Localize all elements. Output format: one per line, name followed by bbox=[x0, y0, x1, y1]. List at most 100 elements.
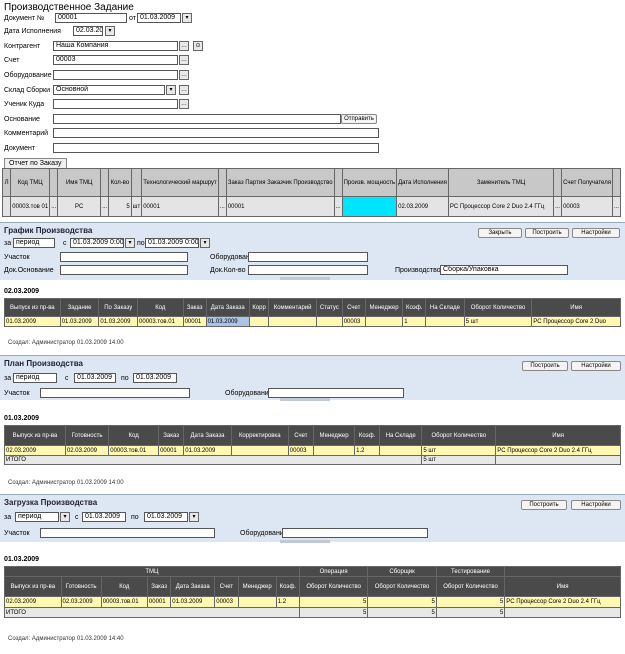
send-button[interactable]: Отправить bbox=[341, 114, 377, 124]
table-row[interactable]: 02.03.2009 02.03.2009 00003.тов.01 00001… bbox=[4, 596, 621, 608]
cell[interactable]: 1.2 bbox=[354, 445, 381, 456]
graph-period-select[interactable]: период bbox=[13, 238, 55, 248]
calendar-button[interactable]: ▾ bbox=[182, 13, 192, 23]
schedule-select-button[interactable]: … bbox=[179, 85, 189, 95]
cell[interactable]: 00003.тов.01 bbox=[108, 445, 160, 456]
cell-button[interactable]: ... bbox=[333, 196, 343, 217]
cell-button[interactable]: ... bbox=[553, 196, 563, 217]
schedule-dropdown-button[interactable]: ▾ bbox=[166, 85, 176, 95]
cell-button[interactable]: ... bbox=[611, 196, 622, 217]
ustanov-input[interactable] bbox=[53, 99, 178, 109]
cell[interactable]: 02.03.2009 bbox=[4, 445, 66, 456]
cell[interactable]: PC bbox=[57, 196, 102, 217]
cell[interactable]: 00003 bbox=[287, 445, 315, 456]
cell[interactable]: 00003 bbox=[214, 596, 239, 608]
plan-build-button[interactable]: Построить bbox=[522, 361, 568, 371]
document-input[interactable] bbox=[53, 143, 379, 153]
graph-f1-input[interactable] bbox=[60, 252, 188, 262]
account-select-button[interactable]: … bbox=[179, 55, 189, 65]
load-to-input[interactable]: 01.03.2009 bbox=[144, 512, 188, 522]
cell[interactable]: 02.03.2009 bbox=[396, 196, 449, 217]
table-row[interactable]: 02.03.2009 02.03.2009 00003.тов.01 00001… bbox=[4, 445, 621, 456]
graph-f2-input[interactable] bbox=[248, 252, 368, 262]
cell[interactable]: 00003.тов 01 bbox=[10, 196, 51, 217]
graph-to-input[interactable]: 01.03.2009 0:00 bbox=[145, 238, 199, 248]
cell[interactable] bbox=[237, 596, 277, 608]
cell-button[interactable]: ... bbox=[217, 196, 227, 217]
cell[interactable]: 00001 bbox=[158, 445, 185, 456]
load-to-calendar-icon[interactable]: ▾ bbox=[189, 512, 199, 522]
cell[interactable]: 01.03.2009 bbox=[4, 316, 61, 327]
load-period-dropdown-icon[interactable]: ▾ bbox=[60, 512, 70, 522]
plan-f1-input[interactable] bbox=[40, 388, 190, 398]
cell[interactable]: 01.03.2009 bbox=[170, 596, 216, 608]
graph-f3-input[interactable] bbox=[60, 265, 188, 275]
cell[interactable] bbox=[425, 316, 465, 327]
cell[interactable]: 5 bbox=[298, 596, 369, 608]
cell[interactable]: 5 bbox=[108, 196, 132, 217]
equipment-input[interactable] bbox=[53, 70, 178, 80]
cell[interactable]: 01.03.2009 bbox=[205, 316, 250, 327]
cell[interactable]: 02.03.2009 bbox=[60, 596, 102, 608]
load-build-button[interactable]: Построить bbox=[521, 500, 567, 510]
cell[interactable]: 00003 bbox=[561, 196, 613, 217]
basis-input[interactable] bbox=[53, 114, 341, 124]
cell[interactable]: PC Процессор Core 2 Duo bbox=[531, 316, 621, 327]
cell[interactable]: 1.2 bbox=[275, 596, 300, 608]
cell[interactable]: шт bbox=[130, 196, 143, 217]
cell[interactable] bbox=[268, 316, 317, 327]
cell[interactable]: 01.03.2009 bbox=[183, 445, 232, 456]
cell[interactable] bbox=[379, 445, 423, 456]
load-f1-input[interactable] bbox=[40, 528, 215, 538]
exec-calendar-button[interactable]: ▾ bbox=[105, 26, 115, 36]
cell[interactable] bbox=[364, 316, 404, 327]
cell[interactable] bbox=[230, 445, 289, 456]
cell[interactable]: 02.03.2009 bbox=[64, 445, 110, 456]
cell[interactable]: 00001 bbox=[141, 196, 219, 217]
contractor-open-icon[interactable]: ⊙ bbox=[193, 41, 203, 51]
cell[interactable]: 00001 bbox=[182, 316, 207, 327]
plan-to-input[interactable]: 01.03.2009 bbox=[133, 373, 177, 383]
doc-number-input[interactable]: 00001 bbox=[55, 13, 127, 23]
load-f2-input[interactable] bbox=[282, 528, 428, 538]
load-from-input[interactable]: 01.03.2009 bbox=[82, 512, 126, 522]
load-settings-button[interactable]: Настройки bbox=[571, 500, 621, 510]
graph-from-calendar-icon[interactable]: ▾ bbox=[125, 238, 135, 248]
cell[interactable]: 5 шт bbox=[463, 316, 533, 327]
cell[interactable]: 5 bbox=[367, 596, 437, 608]
cell[interactable]: 01.03.2009 bbox=[59, 316, 100, 327]
account-input[interactable]: 00003 bbox=[53, 55, 178, 65]
cell[interactable] bbox=[248, 316, 270, 327]
equipment-select-button[interactable]: … bbox=[179, 70, 189, 80]
cell-button[interactable]: ... bbox=[49, 196, 59, 217]
plan-period-select[interactable]: период bbox=[13, 373, 57, 383]
graph-settings-button[interactable]: Настройки bbox=[572, 228, 620, 238]
exec-date-input[interactable]: 02.03.2009 bbox=[73, 26, 103, 36]
load-splitter[interactable] bbox=[280, 540, 330, 543]
cell[interactable]: PC Процессор Core 2 Duo 2.4 ГГц bbox=[447, 196, 555, 217]
cell[interactable] bbox=[315, 316, 343, 327]
graph-from-input[interactable]: 01.03.2009 0:00 bbox=[70, 238, 124, 248]
cell[interactable]: 00001 bbox=[225, 196, 335, 217]
cell[interactable] bbox=[312, 445, 356, 456]
table-row[interactable]: 01.03.2009 01.03.2009 01.03.2009 00003.т… bbox=[4, 316, 621, 327]
load-period-select[interactable]: период bbox=[15, 512, 59, 522]
cell[interactable]: 00003.тов.01 bbox=[137, 316, 184, 327]
plan-f2-input[interactable] bbox=[268, 388, 404, 398]
graph-f5-input[interactable]: Сборка/Упаковка bbox=[440, 265, 568, 275]
cell[interactable] bbox=[1, 196, 12, 217]
graph-close-button[interactable]: Закрыть bbox=[478, 228, 522, 238]
cell[interactable]: PC Процессор Core 2 Duo 2.4 ГГц bbox=[504, 596, 621, 608]
cell[interactable]: 1 bbox=[402, 316, 427, 327]
graph-to-calendar-icon[interactable]: ▾ bbox=[200, 238, 210, 248]
tab-order-report[interactable]: Отчет по Заказу bbox=[4, 158, 67, 168]
contractor-select-button[interactable]: … bbox=[179, 41, 189, 51]
plan-from-input[interactable]: 01.03.2009 bbox=[74, 373, 116, 383]
doc-date-input[interactable]: 01.03.2009 bbox=[137, 13, 181, 23]
graph-splitter[interactable] bbox=[280, 277, 330, 280]
plan-splitter[interactable] bbox=[280, 398, 330, 401]
comment-input[interactable] bbox=[53, 128, 379, 138]
cell[interactable]: 00003 bbox=[341, 316, 366, 327]
table-row[interactable]: 00003.тов 01 ... PC ... 5 шт 00001 ... 0… bbox=[1, 196, 622, 217]
plan-settings-button[interactable]: Настройки bbox=[571, 361, 621, 371]
